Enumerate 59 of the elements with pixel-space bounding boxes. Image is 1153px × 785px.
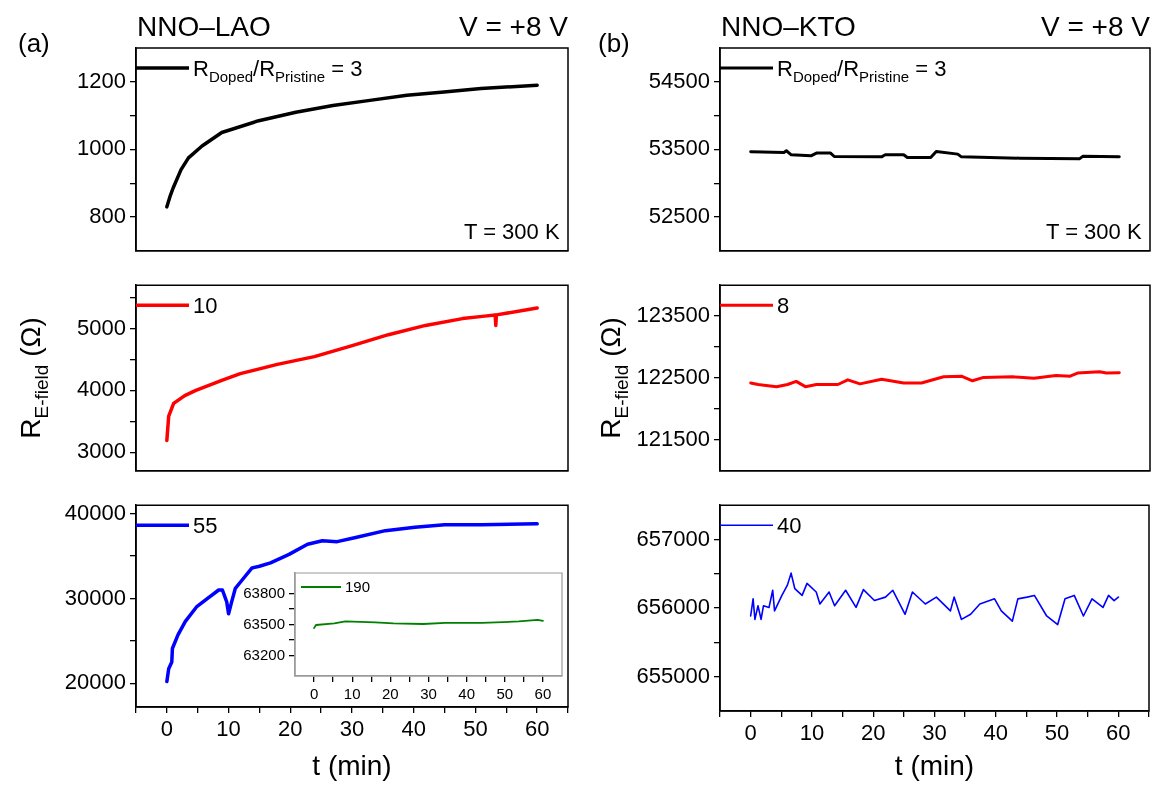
y-tick-label: 122500 xyxy=(636,364,710,390)
legend-label: 10 xyxy=(193,293,218,319)
x-tick-label: 60 xyxy=(524,716,550,742)
y-tick-label: 655000 xyxy=(636,662,710,688)
x-tick-label: 20 xyxy=(382,685,399,703)
text: (a) xyxy=(18,28,50,58)
y-tick-label: 656000 xyxy=(636,594,710,620)
x-tick-label: 10 xyxy=(216,716,241,742)
y-tick-label: 53500 xyxy=(648,135,710,161)
chart-title: NNO–LAO xyxy=(137,11,271,42)
y-tick-label: 54500 xyxy=(648,67,710,93)
y-tick-label: 1000 xyxy=(77,135,126,161)
x-tick-label: 20 xyxy=(278,716,303,742)
y-tick-label: 1200 xyxy=(77,67,126,93)
y-tick-label: 63200 xyxy=(243,645,285,663)
x-tick-label: 0 xyxy=(744,720,757,746)
x-tick-label: 30 xyxy=(339,716,365,742)
y-tick-label: 40000 xyxy=(64,499,126,525)
x-tick-label: 30 xyxy=(420,685,437,703)
chart-title: NNO–KTO xyxy=(721,11,856,42)
x-tick-label: 40 xyxy=(983,720,1009,746)
y-tick-label: 4000 xyxy=(77,376,126,402)
y-tick-label: 3000 xyxy=(77,438,126,464)
annotation: T = 300 K xyxy=(464,218,560,244)
x-tick-label: 10 xyxy=(799,720,825,746)
x-axis-title: t (min) xyxy=(894,750,975,781)
x-tick-label: 50 xyxy=(1044,720,1070,746)
x-tick-label: 50 xyxy=(463,716,488,742)
y-tick-label: 20000 xyxy=(64,669,126,695)
x-tick-label: 40 xyxy=(401,716,426,742)
legend-label: 190 xyxy=(345,578,371,596)
x-tick-label: 30 xyxy=(922,720,947,746)
y-tick-label: 30000 xyxy=(64,584,126,610)
legend-label: 55 xyxy=(193,513,218,539)
text: V = +8 V xyxy=(1041,11,1151,42)
y-axis-title: RE-field (Ω) xyxy=(15,317,52,439)
x-tick-label: 40 xyxy=(458,685,475,703)
x-axis-title: t (min) xyxy=(312,750,392,781)
legend-label: 40 xyxy=(777,513,802,539)
text: V = +8 V xyxy=(459,11,569,42)
y-tick-label: 52500 xyxy=(648,203,710,229)
y-tick-label: 63500 xyxy=(243,614,285,632)
x-tick-label: 60 xyxy=(1106,720,1131,746)
x-tick-label: 0 xyxy=(309,685,319,703)
x-tick-label: 50 xyxy=(496,685,514,703)
y-tick-label: 657000 xyxy=(636,525,710,551)
x-tick-label: 0 xyxy=(160,716,173,742)
y-tick-label: 800 xyxy=(89,203,126,229)
x-tick-label: 60 xyxy=(534,685,552,703)
annotation: T = 300 K xyxy=(1046,218,1142,244)
y-tick-label: 121500 xyxy=(636,425,710,451)
x-tick-label: 10 xyxy=(343,685,361,703)
y-tick-label: 123500 xyxy=(636,302,710,328)
y-tick-label: 5000 xyxy=(77,314,126,340)
x-tick-label: 20 xyxy=(860,720,886,746)
y-tick-label: 63800 xyxy=(243,583,285,601)
text: (b) xyxy=(598,28,630,58)
y-axis-title: RE-field (Ω) xyxy=(595,317,632,439)
legend-label: 8 xyxy=(777,293,790,319)
